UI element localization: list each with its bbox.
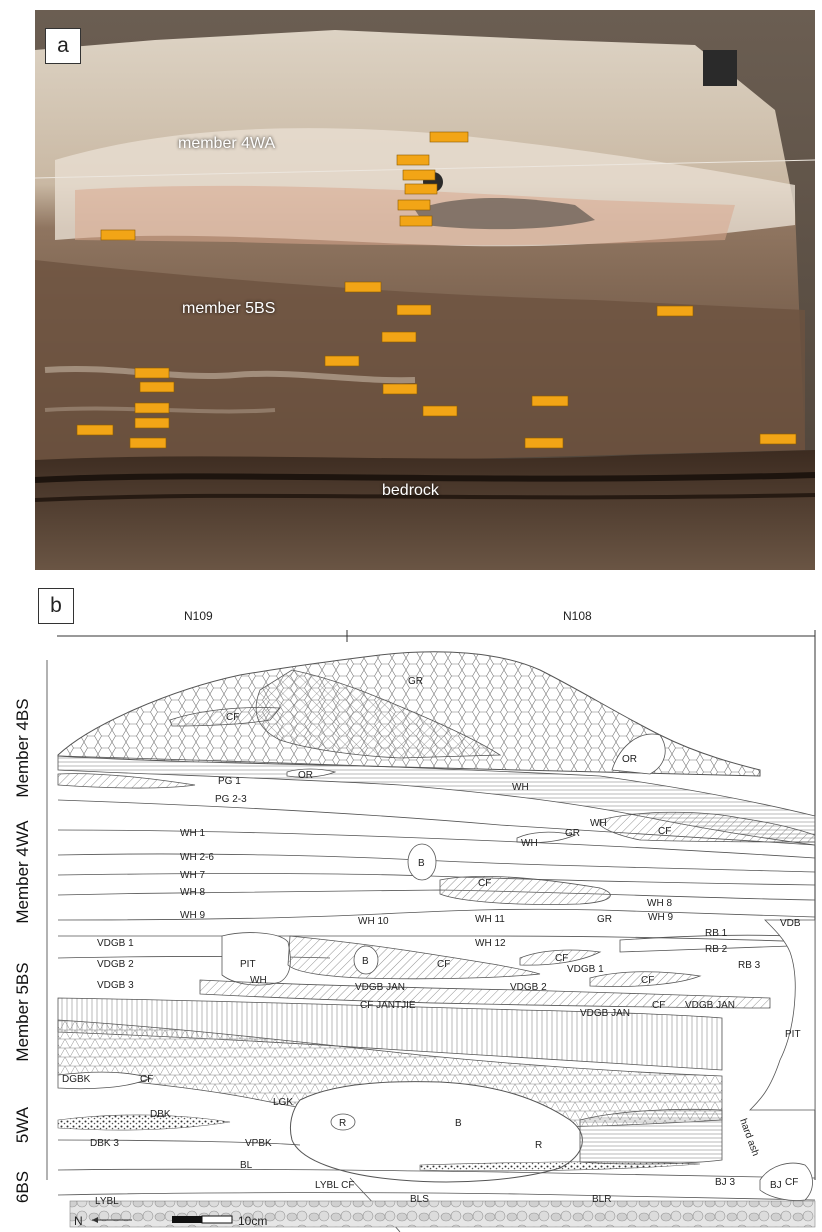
unit-labels: GR OR CF OR PG 1 WH PG 2-3 WH WH 1 GR CF… — [62, 676, 801, 1207]
unit-label: WH 8 — [647, 898, 672, 909]
grid-label-n109: N109 — [184, 609, 213, 623]
member-label-4bs: Member 4BS — [13, 698, 32, 797]
unit-label: PG 1 — [218, 776, 241, 787]
unit-label: WH 7 — [180, 870, 205, 881]
excavation-photo — [35, 10, 815, 570]
unit-label: OR — [298, 770, 313, 781]
unit-label: CF — [785, 1177, 798, 1188]
unit-label: VDGB 3 — [97, 980, 134, 991]
unit-label: DBK 3 — [90, 1138, 119, 1149]
unit-label: WH 12 — [475, 938, 506, 949]
unit-label: WH 2-6 — [180, 852, 214, 863]
unit-label: CF — [652, 1000, 665, 1011]
unit-label: DGBK — [62, 1074, 91, 1085]
north-label: N — [74, 1214, 83, 1228]
unit-label: PIT — [785, 1029, 801, 1040]
unit-label: LYBL CF — [315, 1180, 354, 1191]
unit-label: CF — [658, 826, 671, 837]
unit-label: PIT — [240, 959, 256, 970]
unit-label: B — [362, 956, 369, 967]
unit-label: OR — [622, 754, 637, 765]
member-label-4wa: Member 4WA — [13, 820, 32, 924]
section-svg: N109 N108 Member 4BS Member 4WA Member 5… — [13, 609, 816, 1232]
unit-label: WH — [250, 975, 267, 986]
photo-label-bedrock: bedrock — [382, 482, 439, 499]
photo-label-member-4wa: member 4WA — [178, 135, 276, 152]
unit-label: LGK — [273, 1097, 293, 1108]
panel-a-tag: a — [45, 28, 81, 64]
unit-label: WH — [521, 838, 538, 849]
unit-label: BJ — [770, 1180, 782, 1191]
unit-label: WH — [512, 782, 529, 793]
unit-label: GR — [565, 828, 580, 839]
unit-label: hard ash — [737, 1117, 761, 1157]
unit-label: BJ 3 — [715, 1177, 735, 1188]
unit-label: VDB — [780, 918, 801, 929]
unit-label: VDGB 1 — [567, 964, 604, 975]
section-drawing: N109 N108 Member 4BS Member 4WA Member 5… — [0, 580, 822, 1232]
unit-label: DBK — [150, 1109, 171, 1120]
unit-label: WH 9 — [180, 910, 205, 921]
unit-label: WH — [590, 818, 607, 829]
member-label-5wa: 5WA — [13, 1106, 32, 1143]
unit-label: B — [455, 1118, 462, 1129]
unit-label: WH 9 — [648, 912, 673, 923]
unit-label: VDGB JAN — [580, 1008, 630, 1019]
unit-label: CF JANTJIE — [360, 1000, 416, 1011]
unit-label: RB 3 — [738, 960, 761, 971]
unit-label: CF — [641, 975, 654, 986]
unit-label: VDGB JAN — [355, 982, 405, 993]
unit-label: VPBK — [245, 1138, 272, 1149]
member-label-5bs: Member 5BS — [13, 962, 32, 1061]
unit-label: RB 1 — [705, 928, 728, 939]
unit-label: WH 10 — [358, 916, 389, 927]
unit-label: WH 1 — [180, 828, 205, 839]
unit-label: BLS — [410, 1194, 429, 1205]
unit-label: BLR — [592, 1194, 611, 1205]
unit-label: CF — [555, 953, 568, 964]
unit-label: WH 8 — [180, 887, 205, 898]
unit-label: R — [535, 1140, 542, 1151]
grid-label-n108: N108 — [563, 609, 592, 623]
unit-label: CF — [437, 959, 450, 970]
unit-label: VDGB 1 — [97, 938, 134, 949]
unit-label: CF — [226, 712, 239, 723]
unit-label: GR — [408, 676, 423, 687]
unit-label: RB 2 — [705, 944, 728, 955]
scale-label: 10cm — [238, 1214, 267, 1228]
unit-label: B — [418, 858, 425, 869]
unit-label: WH 11 — [475, 914, 505, 925]
panel-b-tag: b — [38, 588, 74, 624]
unit-label: R — [339, 1118, 346, 1129]
unit-label: CF — [478, 878, 491, 889]
unit-label: CF — [140, 1074, 153, 1085]
unit-label: GR — [597, 914, 612, 925]
unit-label: VDGB 2 — [97, 959, 134, 970]
photo-drawing — [35, 10, 815, 570]
unit-label: PG 2-3 — [215, 794, 247, 805]
member-label-6bs: 6BS — [13, 1171, 32, 1203]
unit-label: VDGB JAN — [685, 1000, 735, 1011]
unit-label: LYBL — [95, 1196, 119, 1207]
photo-label-member-5bs: member 5BS — [182, 300, 276, 317]
unit-label: BL — [240, 1160, 253, 1171]
unit-label: VDGB 2 — [510, 982, 547, 993]
